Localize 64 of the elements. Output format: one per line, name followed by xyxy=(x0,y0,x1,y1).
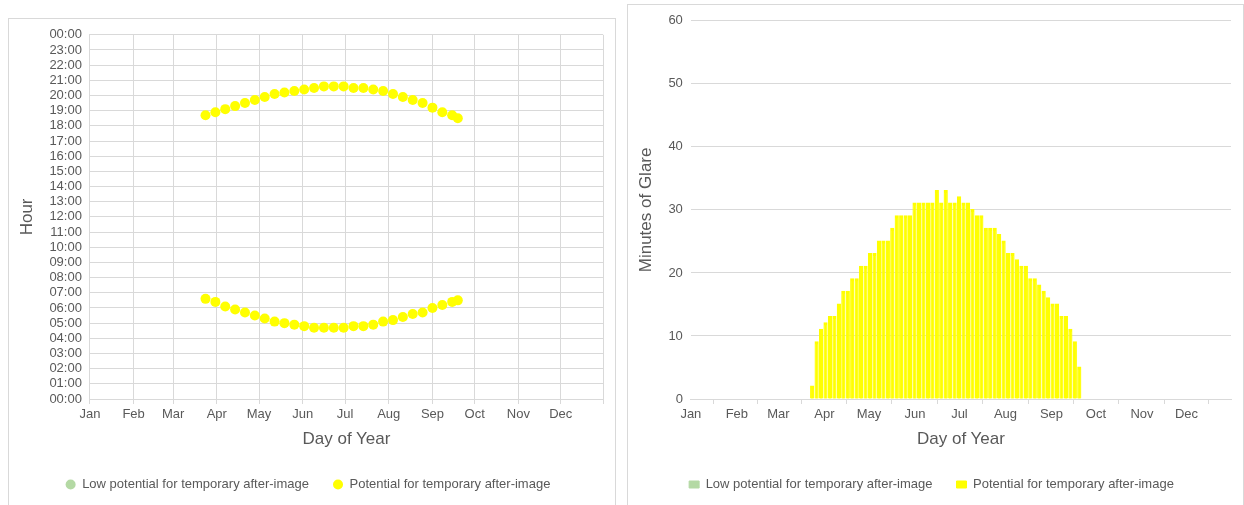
x-tick-label: Oct xyxy=(1085,406,1107,422)
y-tick-label: 50 xyxy=(668,75,683,91)
y-tick-label: 08:00 xyxy=(49,269,82,285)
y-tick-label: 17:00 xyxy=(49,132,82,148)
legend-label: Low potential for temporary after-image xyxy=(705,476,933,492)
y-tick-label: 20:00 xyxy=(49,87,82,103)
legend-label: Potential for temporary after-image xyxy=(349,476,551,492)
y-tick-label: 10:00 xyxy=(49,238,82,254)
x-tick-label: Jul xyxy=(336,406,354,422)
y-tick-label: 16:00 xyxy=(49,147,82,163)
y-tick-label: 0 xyxy=(675,390,683,406)
y-tick-label: 19:00 xyxy=(49,102,82,118)
y-tick-label: 18:00 xyxy=(49,117,82,133)
y-tick-label: 03:00 xyxy=(49,345,82,361)
y-tick-label: 15:00 xyxy=(49,162,82,178)
y-axis-title: Minutes of Glare xyxy=(635,147,655,273)
y-tick-label: 02:00 xyxy=(49,360,82,376)
y-tick-label: 40 xyxy=(668,138,683,154)
y-tick-label: 60 xyxy=(668,12,683,28)
x-tick-label: Mar xyxy=(767,406,791,422)
x-tick-label: Aug xyxy=(377,406,401,422)
y-tick-label: 01:00 xyxy=(49,375,82,391)
x-tick-label: Apr xyxy=(814,406,836,422)
x-tick-label: Jul xyxy=(951,406,968,422)
x-tick-label: Feb xyxy=(122,406,145,422)
y-axis-title: Hour xyxy=(16,198,36,236)
x-axis-title: Day of Year xyxy=(916,429,1006,449)
legend-label: Low potential for temporary after-image xyxy=(82,476,310,492)
legend-label: Potential for temporary after-image xyxy=(973,476,1174,492)
x-tick-label: Jan xyxy=(79,406,101,422)
x-tick-label: Jan xyxy=(680,406,702,422)
x-tick-label: May xyxy=(246,406,272,422)
y-tick-label: 10 xyxy=(668,327,683,343)
x-tick-label: Jun xyxy=(904,406,926,422)
y-tick-label: 21:00 xyxy=(49,71,82,87)
y-tick-label: 20 xyxy=(668,264,683,280)
x-tick-label: Dec xyxy=(1174,406,1199,422)
y-tick-label: 00:00 xyxy=(49,26,82,42)
x-tick-label: Nov xyxy=(506,406,531,422)
y-tick-label: 14:00 xyxy=(49,178,82,194)
y-tick-label: 05:00 xyxy=(49,314,82,330)
x-tick-label: Dec xyxy=(549,406,573,422)
y-tick-label: 06:00 xyxy=(49,299,82,315)
x-tick-label: Aug xyxy=(993,406,1018,422)
y-tick-label: 12:00 xyxy=(49,208,82,224)
x-tick-label: Apr xyxy=(206,406,228,422)
x-axis-title: Day of Year xyxy=(302,429,391,449)
x-tick-label: Mar xyxy=(161,406,185,422)
x-tick-label: Feb xyxy=(725,406,749,422)
x-tick-label: Sep xyxy=(1039,406,1064,422)
x-tick-label: Sep xyxy=(420,406,445,422)
y-tick-label: 13:00 xyxy=(49,193,82,209)
y-tick-label: 04:00 xyxy=(49,329,82,345)
y-tick-label: 00:00 xyxy=(49,390,82,406)
x-tick-label: Oct xyxy=(464,406,486,422)
x-tick-label: Nov xyxy=(1130,406,1155,422)
y-tick-label: 22:00 xyxy=(49,56,82,72)
x-tick-label: May xyxy=(856,406,882,422)
y-tick-label: 30 xyxy=(668,201,683,217)
y-tick-label: 07:00 xyxy=(49,284,82,300)
y-tick-label: 09:00 xyxy=(49,254,82,269)
y-tick-label: 23:00 xyxy=(49,41,82,57)
x-tick-label: Jun xyxy=(292,406,314,422)
y-tick-label: 11:00 xyxy=(50,223,82,239)
